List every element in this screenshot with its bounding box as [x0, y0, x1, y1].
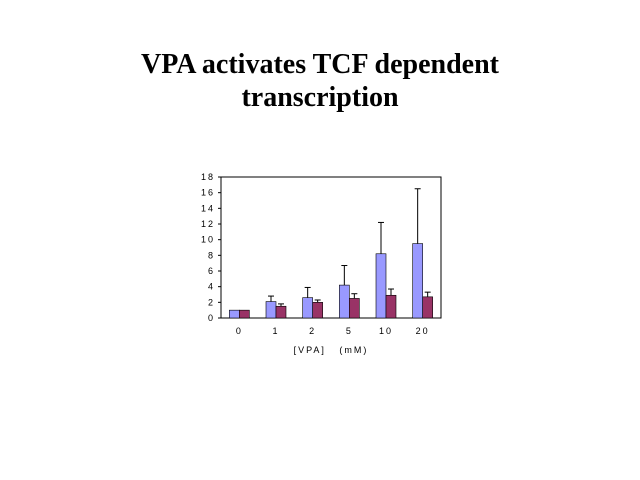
bar — [312, 302, 323, 319]
bar — [375, 253, 387, 319]
bar — [229, 309, 240, 319]
y-tick-label: 8 — [208, 250, 215, 260]
x-tick-label: 5 — [346, 326, 353, 336]
x-tick-label: 0 — [236, 326, 243, 336]
y-tick-label: 10 — [201, 235, 215, 245]
x-tick-label: 10 — [379, 326, 393, 336]
slide-title-line-1: VPA activates TCF dependent — [140, 49, 500, 80]
bar — [385, 294, 397, 319]
y-axis: 0 2 4 6 8 10 12 14 16 18 — [201, 172, 221, 323]
bar — [302, 297, 313, 319]
x-tick-label: 20 — [416, 326, 430, 336]
plot-area — [220, 176, 442, 319]
bar — [422, 296, 433, 319]
y-tick-label: 14 — [201, 203, 215, 213]
y-tick-label: 2 — [208, 297, 215, 307]
x-tick-label: 2 — [309, 326, 316, 336]
x-axis-label: [VPA] (mM) — [294, 345, 369, 355]
slide-title: VPA activates TCF dependent transcriptio… — [0, 48, 640, 114]
y-tick-label: 16 — [201, 188, 215, 198]
y-tick-label: 4 — [208, 282, 215, 292]
bar — [275, 305, 287, 319]
slide-title-line-2: transcription — [241, 82, 399, 113]
y-tick-label: 12 — [201, 219, 215, 229]
x-tick-label: 1 — [272, 326, 279, 336]
bars — [229, 188, 433, 319]
y-tick-label: 18 — [201, 172, 215, 182]
y-tick-label: 6 — [208, 266, 215, 276]
x-axis: 0 1 2 5 10 20 — [236, 326, 430, 336]
bar — [265, 301, 277, 319]
bar — [349, 298, 360, 319]
bar — [339, 284, 350, 319]
y-tick-label: 0 — [208, 313, 215, 323]
bar — [412, 243, 423, 319]
bar — [239, 309, 250, 319]
